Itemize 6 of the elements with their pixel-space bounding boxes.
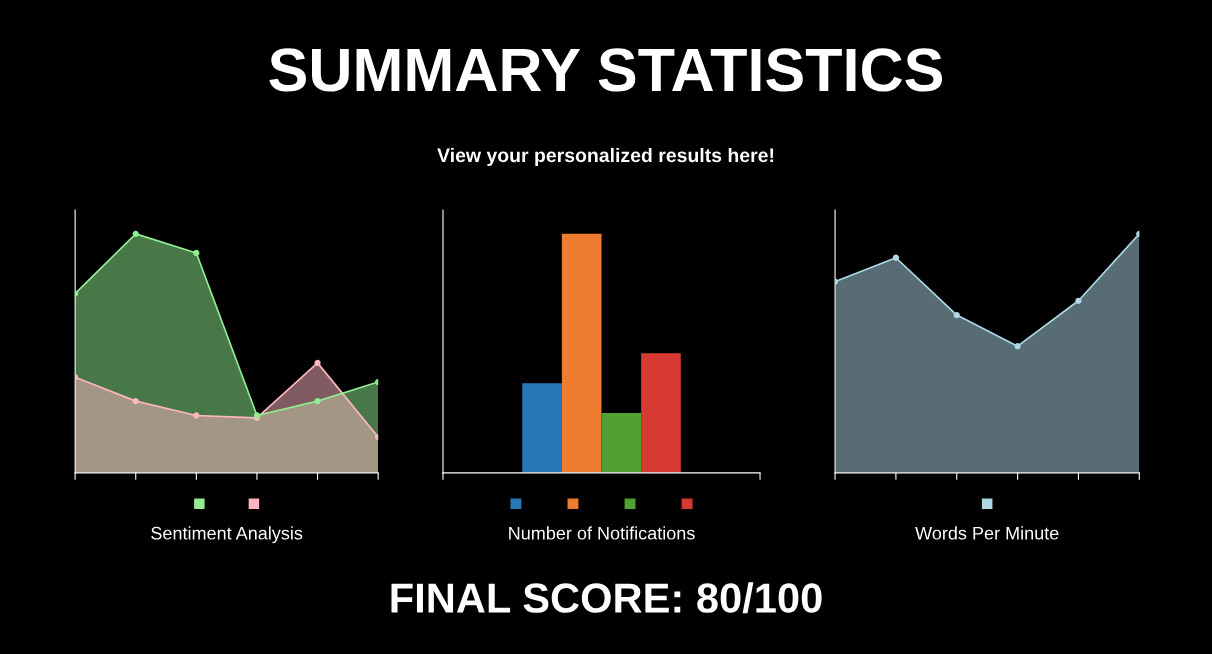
text: SUMMARY STATISTICS (269, 48, 943, 92)
text: FINAL SCORE: 80/100 (391, 582, 822, 614)
x-axis-title: Sentiment Analysis (151, 526, 303, 544)
x-axis-title: Words Per Minute (915, 526, 1059, 540)
text: View your personalized results here! (437, 147, 774, 167)
x-axis-title: Number of Notifications (509, 526, 695, 540)
